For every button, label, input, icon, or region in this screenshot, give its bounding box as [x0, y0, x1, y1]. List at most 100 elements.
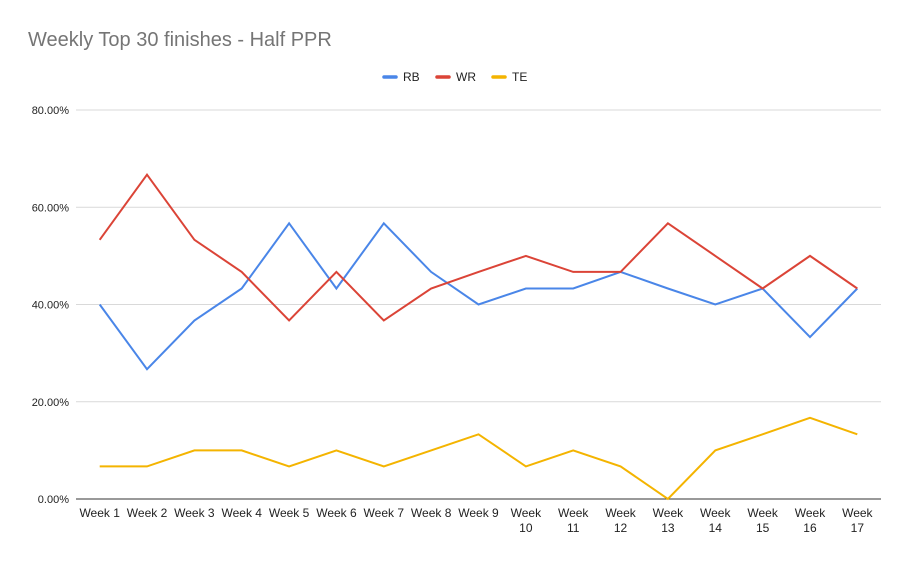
x-tick-label-line: 10 — [519, 521, 533, 535]
data-point-te — [477, 432, 481, 436]
x-tick-label: Week 15 — [747, 506, 778, 535]
x-tick-label: Week 8 — [411, 506, 452, 520]
data-point-te — [240, 448, 244, 452]
data-point-wr — [334, 270, 338, 274]
x-tick-label: Week 7 — [364, 506, 405, 520]
data-point-te — [382, 464, 386, 468]
data-point-te — [287, 464, 291, 468]
x-tick-label: Week 4 — [222, 506, 263, 520]
x-tick-label-line: 11 — [567, 521, 580, 535]
x-tick-label: Week 6 — [316, 506, 357, 520]
data-point-te — [571, 448, 575, 452]
x-tick-label-line: 12 — [614, 521, 628, 535]
series-line-rb — [98, 221, 859, 371]
data-point-wr — [382, 319, 386, 323]
data-point-wr — [761, 286, 765, 290]
y-tick-label: 20.00% — [32, 397, 70, 409]
x-tick-label: Week 12 — [605, 506, 636, 535]
data-point-rb — [808, 335, 812, 339]
data-point-rb — [287, 221, 291, 225]
data-point-wr — [98, 238, 102, 242]
x-tick-label-line: Week — [558, 506, 589, 520]
series-line-te — [99, 416, 858, 501]
x-tick-label: Week 5 — [269, 506, 310, 520]
data-point-wr — [192, 238, 196, 242]
x-axis: Week 1 Week 2 Week 3 Week 4 Week 5 Week 6 Week… — [79, 506, 873, 535]
legend-item-te[interactable]: TE — [491, 70, 527, 84]
data-point-rb — [382, 221, 386, 225]
data-point-wr — [808, 254, 812, 258]
data-point-wr — [240, 270, 244, 274]
data-point-wr — [429, 286, 433, 290]
data-point-rb — [429, 270, 433, 274]
x-tick-label-line: Week 6 — [316, 506, 357, 520]
data-point-te — [145, 464, 149, 468]
data-point-rb — [145, 367, 149, 371]
data-point-rb — [334, 286, 338, 290]
x-tick-label: Week 10 — [511, 506, 542, 535]
x-tick-label-line: Week 7 — [364, 506, 405, 520]
data-point-wr — [477, 270, 481, 274]
data-point-te — [192, 448, 196, 452]
x-tick-label-line: Week 5 — [269, 506, 310, 520]
legend-item-wr[interactable]: WR — [435, 70, 476, 84]
data-point-te — [619, 464, 623, 468]
y-tick-label: 0.00% — [38, 494, 69, 506]
x-tick-label-line: Week 8 — [411, 506, 452, 520]
legend-label: RB — [403, 70, 420, 84]
data-point-rb — [666, 286, 670, 290]
y-axis: 0.00% 20.00% 40.00% 60.00% 80.00% — [32, 105, 70, 506]
x-tick-label-line: 13 — [661, 521, 675, 535]
x-tick-label-line: Week 9 — [458, 506, 499, 520]
x-tick-label: Week 3 — [174, 506, 215, 520]
data-point-te — [713, 448, 717, 452]
x-tick-label: Week 1 — [79, 506, 120, 520]
x-tick-label-line: Week 3 — [174, 506, 215, 520]
data-point-rb — [192, 319, 196, 323]
data-point-rb — [477, 303, 481, 307]
x-tick-label-line: Week — [605, 506, 636, 520]
chart-title: Weekly Top 30 finishes - Half PPR — [28, 29, 332, 51]
data-point-rb — [571, 286, 575, 290]
data-point-wr — [619, 270, 623, 274]
x-tick-label-line: 17 — [851, 521, 865, 535]
y-tick-label: 80.00% — [32, 105, 70, 117]
series-lines — [98, 172, 859, 501]
data-point-wr — [524, 254, 528, 258]
data-point-rb — [98, 303, 102, 307]
data-point-te — [524, 464, 528, 468]
legend-item-rb[interactable]: RB — [382, 70, 420, 84]
x-tick-label-line: Week 1 — [79, 506, 120, 520]
data-point-rb — [713, 303, 717, 307]
data-point-te — [761, 432, 765, 436]
series-line-wr — [98, 172, 858, 322]
data-point-te — [429, 448, 433, 452]
data-point-te — [98, 464, 102, 468]
x-tick-label: Week 9 — [458, 506, 499, 520]
x-tick-label: Week 11 — [558, 506, 589, 535]
x-tick-label-line: Week — [511, 506, 542, 520]
data-point-wr — [287, 319, 291, 323]
x-tick-label-line: 14 — [709, 521, 723, 535]
x-tick-label-line: Week — [653, 506, 684, 520]
data-point-te — [666, 497, 670, 501]
data-point-rb — [240, 286, 244, 290]
data-point-rb — [524, 286, 528, 290]
data-point-te — [334, 448, 338, 452]
x-tick-label: Week 13 — [653, 506, 684, 535]
data-point-wr — [713, 254, 717, 258]
data-point-wr — [571, 270, 575, 274]
legend-label: WR — [456, 70, 476, 84]
x-tick-label: Week 16 — [795, 506, 826, 535]
y-tick-label: 40.00% — [32, 300, 70, 312]
data-point-wr — [855, 286, 859, 290]
data-point-te — [855, 432, 859, 436]
y-tick-label: 60.00% — [32, 202, 70, 214]
legend-label: TE — [512, 70, 527, 84]
x-tick-label-line: 15 — [756, 521, 770, 535]
data-point-wr — [666, 221, 670, 225]
legend[interactable]: RB WR TE — [382, 70, 527, 84]
x-tick-label-line: Week 4 — [222, 506, 263, 520]
